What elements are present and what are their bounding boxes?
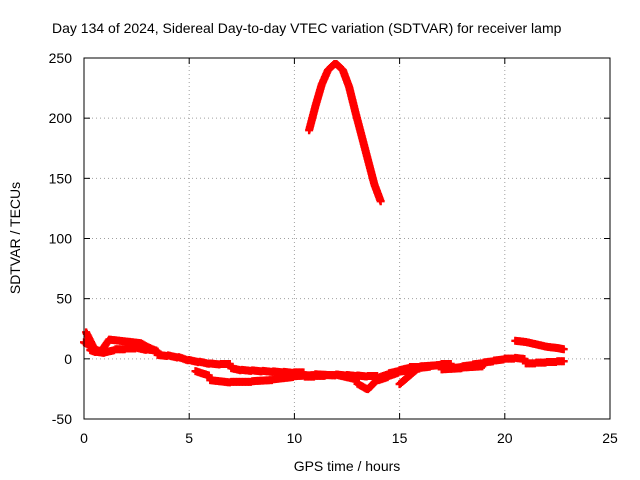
data-point (559, 345, 568, 354)
x-tick-label: 15 (392, 430, 408, 446)
y-tick-label: 0 (64, 351, 72, 367)
series-3 (305, 60, 385, 206)
axis-ticks: 0 5 10 15 20 25 -50 0 50 100 150 200 250 (49, 50, 618, 446)
y-tick-label: -50 (52, 411, 72, 427)
data-point (376, 197, 385, 206)
data-point (479, 360, 488, 369)
y-tick-label: 100 (49, 231, 73, 247)
data-point (412, 365, 421, 374)
data-point (520, 354, 529, 363)
series-2 (82, 328, 162, 356)
x-tick-label: 10 (287, 430, 303, 446)
data-point (225, 359, 234, 368)
y-tick-label: 150 (49, 170, 73, 186)
chart-title: Day 134 of 2024, Sidereal Day-to-day VTE… (52, 20, 562, 36)
y-axis-label: SDTVAR / TECUs (7, 182, 23, 294)
data-series (80, 60, 568, 394)
data-point (559, 357, 568, 366)
x-tick-label: 25 (602, 430, 618, 446)
y-tick-label: 250 (49, 50, 73, 66)
x-tick-label: 20 (497, 430, 513, 446)
data-point (352, 375, 361, 384)
x-tick-label: 0 (80, 430, 88, 446)
series-5 (395, 365, 421, 389)
data-point (153, 347, 162, 356)
y-tick-label: 50 (56, 291, 72, 307)
series-4 (511, 336, 568, 354)
data-point (204, 371, 213, 380)
data-point (436, 361, 445, 370)
x-tick-label: 5 (185, 430, 193, 446)
y-tick-label: 200 (49, 110, 73, 126)
x-axis-label: GPS time / hours (294, 458, 401, 474)
